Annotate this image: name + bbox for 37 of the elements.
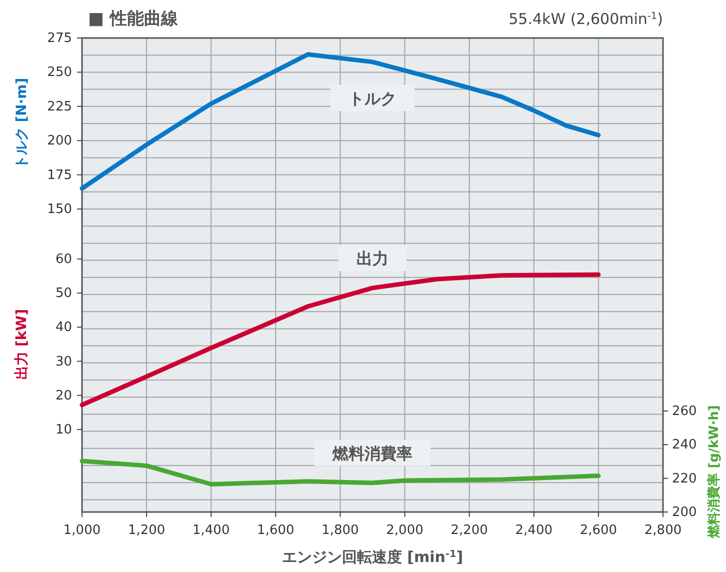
y3-tick-label: 50 xyxy=(55,286,72,302)
y2-tick-label: 240 xyxy=(672,438,697,453)
y-tick-label: 225 xyxy=(47,99,72,114)
x-tick-label: 1,200 xyxy=(128,523,166,538)
y2-tick-label: 200 xyxy=(672,505,697,520)
x-tick-label: 1,000 xyxy=(63,523,101,538)
x-tick-label: 2,200 xyxy=(450,523,488,538)
x-tick-label: 1,600 xyxy=(257,523,294,538)
y-tick-label: 275 xyxy=(47,31,72,46)
y2-axis-title: 燃料消費率 [g/kW·h] xyxy=(706,405,722,539)
line-series xyxy=(80,272,601,408)
x-axis-title: エンジン回転速度 [min$^{-1}$] xyxy=(282,548,464,566)
x-tick-label: 1,400 xyxy=(192,523,230,538)
chart-subtitle: 55.4kW (2,600min$^{-1}$) xyxy=(508,10,663,28)
x-tick-label: 2,800 xyxy=(644,523,682,538)
series-label: トルク xyxy=(348,88,396,108)
y3-tick-label: 10 xyxy=(55,422,72,438)
y-tick-label: 250 xyxy=(47,65,72,80)
y3-tick-label: 60 xyxy=(55,252,72,267)
y-tick-label: 150 xyxy=(47,202,72,217)
series-label: 出力 xyxy=(356,248,388,268)
series-label: 燃料消費率 xyxy=(332,444,412,463)
y3-tick-label: 20 xyxy=(55,388,72,404)
chart-title: ■ 性能曲線 xyxy=(88,9,179,29)
y2-tick-label: 260 xyxy=(672,404,697,420)
x-tick-label: 1,800 xyxy=(322,523,359,538)
y-tick-label: 200 xyxy=(47,134,72,149)
x-tick-label: 2,600 xyxy=(580,523,618,538)
y3-tick-label: 30 xyxy=(55,354,72,370)
line-series xyxy=(80,52,601,191)
y2-tick-label: 220 xyxy=(672,471,697,486)
x-tick-label: 2,400 xyxy=(515,523,552,538)
y3-tick-label: 40 xyxy=(55,320,72,336)
y-axis-title: トルク [N·m] xyxy=(14,78,30,170)
y3-axis-title: 出力 [kW] xyxy=(14,309,30,380)
y-tick-label: 175 xyxy=(47,168,72,183)
x-tick-label: 2,000 xyxy=(386,523,424,538)
